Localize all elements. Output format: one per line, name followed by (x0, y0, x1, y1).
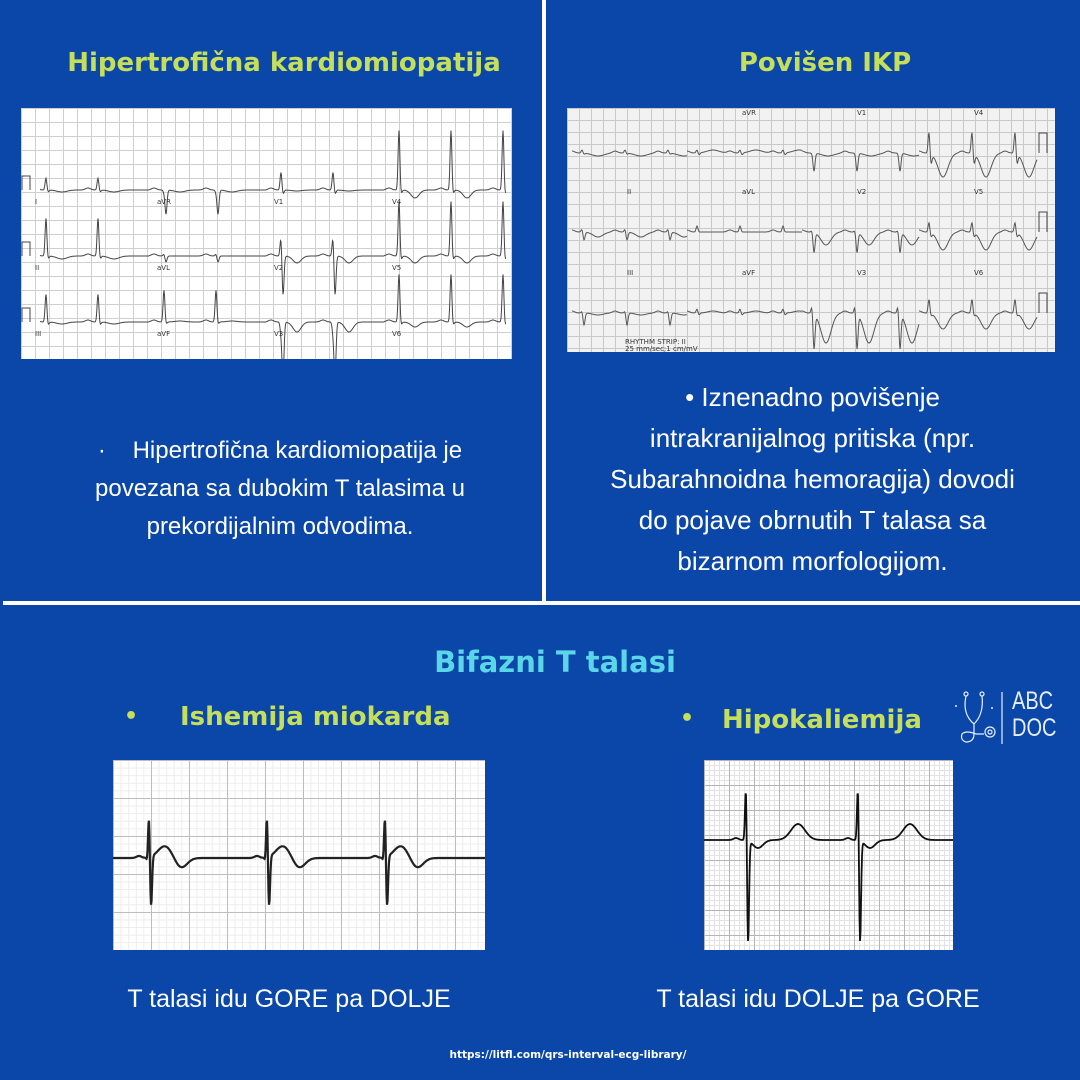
lead-label: V3 (857, 269, 866, 277)
ecg-trace-lead (265, 172, 384, 195)
lead-label: V6 (974, 269, 984, 277)
ikp-ecg-image: aVR V1 V4 II aVL V2 V5 III aVF V3 V6 RHYTHM STRIP: … (567, 108, 1055, 352)
ischemia-ecg-trace (113, 820, 485, 905)
rhythm-strip-label: RHYTHM STRIP: II (625, 338, 686, 346)
lead-label: V6 (392, 330, 402, 338)
ecg-trace-lead (148, 253, 266, 263)
lead-label: V5 (392, 264, 401, 272)
ecg-trace-ischemia (113, 820, 485, 905)
source-link[interactable]: https://litfl.com/qrs-interval-ecg-libra… (449, 1049, 687, 1061)
ecg-trace-lead (687, 224, 802, 233)
ikp-text-line: bizarnom morfologijom. (677, 546, 948, 576)
lead-label: aVF (742, 269, 755, 277)
ikp-title: Povišen IKP (738, 48, 912, 78)
bullet: · (97, 437, 106, 464)
lead-label: V2 (274, 264, 283, 272)
hcm-description: · Hipertrofična kardiomiopatija je povez… (40, 432, 520, 546)
biphasic-title: Bifazni T talasi (434, 645, 676, 679)
ecg-trace-lead (265, 319, 384, 359)
text: Hipertrofična kardiomiopatija je (132, 437, 463, 464)
bullet: • (124, 704, 139, 729)
ikp-text-line: intrakranijalnog pritiska (npr. (649, 423, 976, 453)
lead-label: V1 (274, 198, 283, 206)
ecg-trace-lead (265, 239, 384, 295)
lead-label: aVF (157, 330, 170, 338)
bullet: • (680, 706, 695, 731)
ikp-ecg-traces: aVR V1 V4 II aVL V2 V5 III aVF V3 V6 RHYTHM STRIP: … (572, 109, 1048, 352)
ecg-trace-lead (39, 218, 149, 260)
hypokalemia-caption: T talasi idu DOLJE pa GORE (656, 985, 980, 1013)
ikp-description: • Iznenadno povišenje intrakranijalnog p… (560, 377, 1065, 582)
lead-label: aVL (742, 188, 755, 196)
hcm-text-line: povezana sa dubokim T talasima u (95, 475, 465, 502)
lead-label: aVR (742, 109, 756, 117)
lead-label: II (35, 264, 39, 272)
vertical-divider (542, 0, 546, 601)
ecg-trace-lead (383, 201, 507, 264)
stethoscope-icon (955, 691, 1003, 744)
ecg-trace-lead (148, 187, 266, 215)
calibration-pulse (1038, 132, 1048, 153)
ecg-trace-lead (383, 274, 506, 328)
lead-label: III (627, 269, 633, 277)
hcm-title: Hipertrofična kardiomiopatija (67, 48, 501, 78)
logo-line: ABC (1012, 687, 1054, 715)
hypokalemia-label: Hipokaliemija (722, 705, 922, 735)
ischemia-caption: T talasi idu GORE pa DOLJE (127, 985, 451, 1013)
lead-label: V4 (392, 198, 402, 206)
lead-label: I (35, 198, 37, 206)
ecg-trace-lead (919, 299, 1038, 330)
lead-label: III (35, 330, 41, 338)
ikp-text-line: do pojave obrnutih T talasa sa (638, 505, 987, 535)
ecg-trace-lead (572, 149, 688, 157)
lead-label: aVL (157, 264, 170, 272)
ischemia-ecg-image (113, 760, 485, 950)
logo-line: DOC (1012, 714, 1057, 742)
ecg-trace-lead (687, 149, 803, 155)
lead-label: aVR (157, 198, 171, 206)
ecg-trace-lead (687, 308, 803, 316)
lead-label: V5 (974, 188, 983, 196)
horizontal-divider (3, 601, 1080, 605)
ischemia-label: Ishemija miokarda (180, 702, 451, 732)
ecg-trace-lead (919, 132, 1038, 178)
ecg-trace-lead (572, 229, 688, 241)
ecg-trace-lead (802, 306, 920, 350)
lead-label: V1 (857, 109, 866, 117)
hcm-text-line: prekordijalnim odvodima. (146, 513, 414, 540)
bullet: • (685, 382, 695, 412)
ecg-trace-hypokalemia (704, 793, 953, 942)
calibration-pulse (21, 307, 31, 322)
calibration-pulse (1038, 292, 1048, 313)
abc-doc-logo: ABC DOC (952, 684, 1062, 750)
lead-label: V3 (274, 330, 283, 338)
ecg-trace-lead (39, 176, 149, 193)
ecg-trace-lead (148, 290, 266, 324)
lead-label: II (627, 188, 631, 196)
text: Iznenadno povišenje (701, 382, 940, 412)
lead-label: V2 (857, 188, 866, 196)
rhythm-strip-speed: 25 mm/sec;1 cm/mV (625, 345, 698, 352)
calibration-pulse (21, 241, 31, 256)
calibration-pulse (21, 175, 31, 190)
ecg-trace-lead (919, 221, 1038, 251)
calibration-pulse (1038, 211, 1048, 232)
hypokalemia-ecg-trace (704, 793, 953, 942)
logo-text: ABC DOC (1012, 688, 1056, 742)
ecg-trace-lead (802, 229, 920, 253)
ikp-text-line: • Iznenadno povišenje (560, 377, 1065, 418)
ecg-trace-lead (572, 310, 688, 327)
lead-label: V4 (974, 109, 984, 117)
ecg-trace-lead (802, 150, 920, 172)
hypokalemia-ecg-image (704, 760, 953, 950)
ikp-text-line: Subarahnoidna hemoragija) dovodi (610, 464, 1015, 494)
ecg-trace-lead (383, 130, 507, 199)
ecg-trace-lead (39, 294, 149, 325)
hcm-text-line: · Hipertrofična kardiomiopatija je (40, 432, 520, 470)
